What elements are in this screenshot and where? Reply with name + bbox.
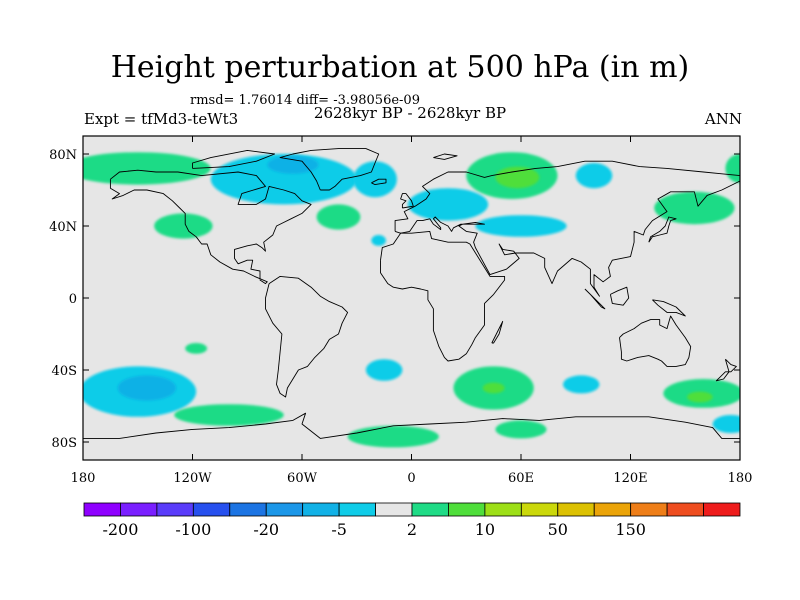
x-tick-label: 180: [71, 471, 96, 486]
colorbar-swatch: [192, 502, 231, 517]
colorbar-swatch: [265, 502, 304, 517]
colorbar-swatch: [703, 502, 741, 517]
anomaly-sindian-pos-core: [482, 382, 505, 394]
x-tick-label: 180: [728, 471, 753, 486]
x-tick-label: 120W: [173, 471, 212, 486]
colorbar-swatch: [630, 502, 668, 517]
colorbar-label: 10: [475, 520, 495, 539]
statistics-text: rmsd= 1.76014 diff= -3.98056e-09: [190, 93, 420, 108]
coast-africa: [380, 230, 506, 362]
coast-svalbard: [433, 153, 458, 160]
colorbar-swatch: [411, 502, 449, 517]
colorbar-swatch: [120, 502, 158, 517]
anomaly-siberia-neg: [575, 163, 613, 189]
coastlines: [83, 148, 740, 439]
colorbar-label: 50: [548, 520, 568, 539]
x-tick-label: 0: [407, 471, 415, 486]
colorbar-swatch: [83, 502, 121, 517]
colorbar-swatch: [302, 502, 340, 517]
colorbar: -200 -100 -20 -5 2 10 50 150: [83, 502, 741, 539]
x-tick-label: 60W: [287, 471, 318, 486]
coast-north-america: [109, 169, 312, 285]
coast-south-america: [265, 275, 349, 398]
coast-new-guinea: [652, 299, 686, 317]
anomaly-atlantic-small-neg: [371, 235, 386, 246]
colorbar-swatch: [666, 502, 704, 517]
anomaly-europe-neg: [407, 188, 489, 221]
anomaly-npacific-west-pos: [654, 191, 735, 225]
map-axes: 180 120W 60W 0 60E 120E 180 80N 40N 0 40S 80S: [49, 136, 752, 486]
colorbar-label: 2: [407, 520, 417, 539]
colorbar-swatch: [338, 502, 376, 517]
season-subtitle: ANN: [704, 110, 742, 128]
period-subtitle: 2628kyr BP - 2628kyr BP: [313, 104, 507, 122]
anomaly-atlantic-pos: [316, 204, 361, 230]
coast-greenland: [279, 148, 380, 191]
coast-japan: [648, 216, 677, 243]
colorbar-swatch: [229, 502, 267, 517]
colorbar-label: -20: [253, 520, 279, 539]
y-tick-label: 80S: [52, 436, 77, 451]
coast-madagascar: [491, 320, 504, 344]
colorbar-swatch: [520, 502, 559, 517]
plot-title: Height perturbation at 500 hPa (in m): [110, 50, 690, 85]
anomaly-sindian-neg: [562, 375, 600, 394]
anomaly-npacific-east-pos: [154, 213, 213, 239]
coast-british-isles: [400, 193, 414, 209]
anomaly-hudson-neg-core: [267, 155, 319, 174]
anomaly-australia-pos-core: [687, 391, 713, 403]
y-tick-label: 40S: [52, 364, 77, 379]
anomaly-field: [83, 152, 740, 448]
coast-australia: [619, 315, 692, 367]
coast-borneo-sumatra: [584, 288, 606, 310]
anomaly-spacific-east-neg: [712, 415, 740, 433]
anomaly-spacific-small-pos: [185, 343, 208, 354]
anomaly-natlantic-neg: [353, 161, 397, 198]
coast-arctic-islands: [192, 149, 276, 169]
anomaly-southern-atlantic-pos: [347, 425, 439, 448]
x-tick-label: 120E: [613, 471, 647, 486]
coast-indonesia-east: [609, 286, 630, 306]
y-tick-label: 80N: [49, 148, 77, 163]
colorbar-swatch: [484, 502, 522, 517]
coast-europe-asia: [394, 160, 740, 297]
colorbar-label: -200: [102, 520, 138, 539]
colorbar-swatch: [156, 502, 194, 517]
anomaly-eurasia-pos-core: [495, 166, 540, 189]
anomaly-west-asia-neg: [475, 215, 567, 237]
anomaly-spacific-neg-core: [117, 375, 177, 401]
colorbar-swatch: [593, 502, 632, 517]
coast-new-zealand: [715, 358, 737, 382]
anomaly-satlantic-neg: [365, 359, 403, 381]
colorbar-swatch: [557, 502, 595, 517]
coast-antarctica: [83, 412, 740, 439]
map-background: [83, 136, 740, 460]
y-tick-label: 40N: [49, 220, 77, 235]
colorbar-label: -5: [331, 520, 347, 539]
colorbar-label: 150: [615, 520, 646, 539]
y-tick-label: 0: [69, 292, 77, 307]
anomaly-sindian-low-pos: [495, 420, 547, 439]
anomaly-npacific-pos: [83, 152, 211, 185]
colorbar-label: -100: [175, 520, 211, 539]
experiment-subtitle: Expt = tfMd3-teWt3: [84, 110, 239, 128]
x-tick-label: 60E: [508, 471, 534, 486]
coast-iceland: [371, 178, 387, 186]
colorbar-swatch: [448, 502, 486, 517]
anomaly-samerica-pos: [174, 404, 284, 426]
colorbar-swatch: [375, 502, 413, 517]
